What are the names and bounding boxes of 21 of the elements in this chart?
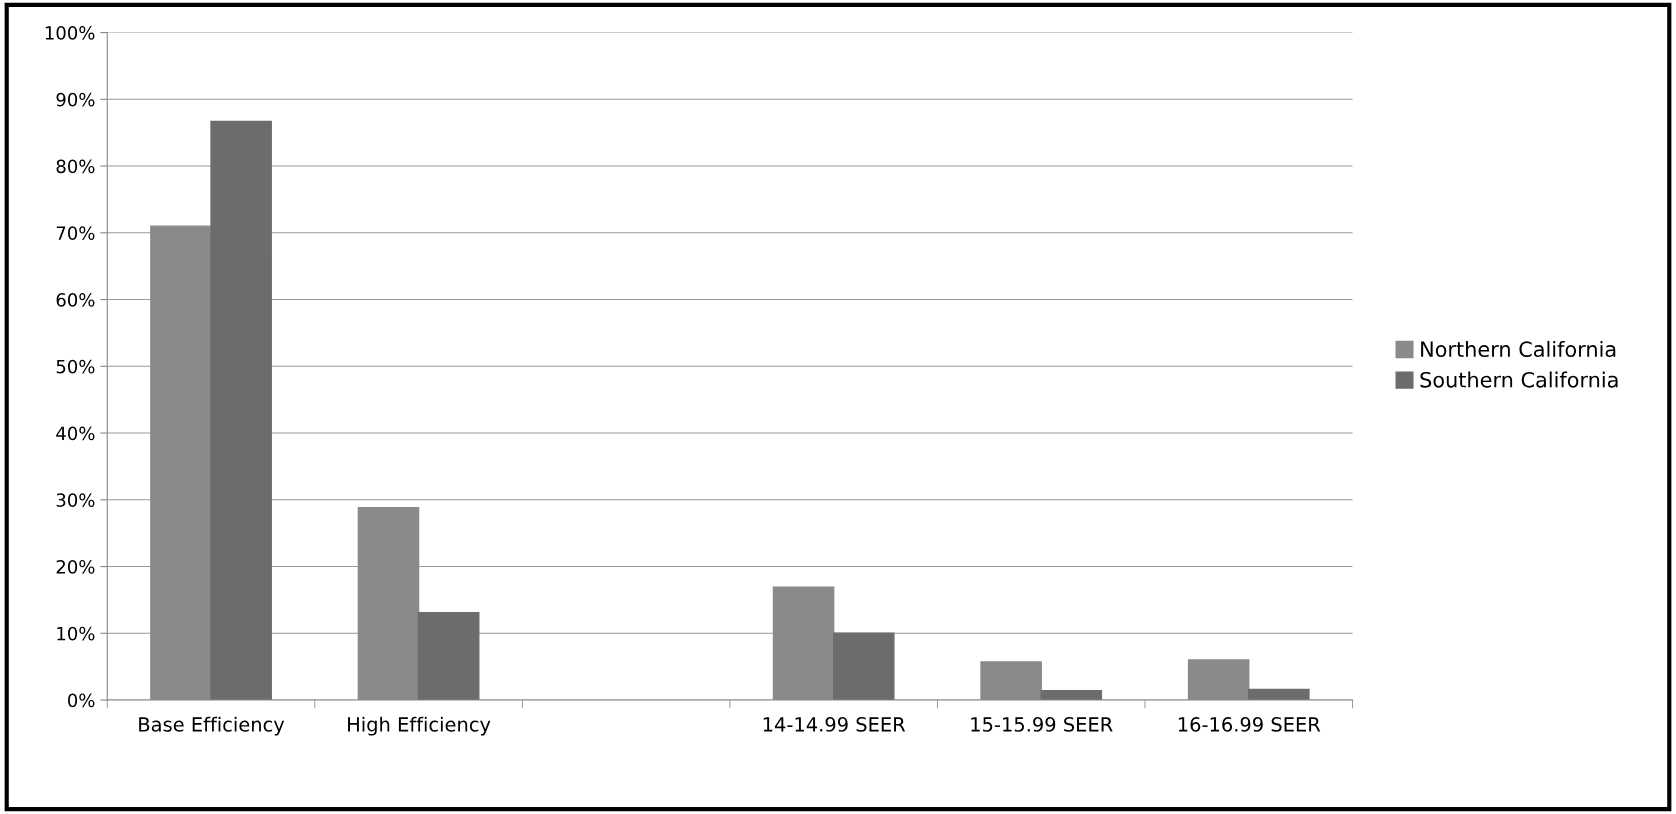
- bar: [417, 611, 480, 701]
- y-tick-label: 100%: [45, 26, 95, 40]
- y-tick-label: 40%: [56, 426, 95, 441]
- y-tick-label: 70%: [56, 226, 95, 240]
- y-tick-label: 0%: [68, 693, 95, 708]
- x-tick-label: Base Efficiency: [139, 716, 285, 736]
- y-tick-label: 10%: [57, 626, 95, 641]
- y-tick-label: 30%: [56, 493, 95, 507]
- y-tick-label: 20%: [56, 560, 95, 574]
- y-tick-label: 90%: [56, 92, 95, 107]
- bar: [832, 632, 895, 701]
- x-tick-label: 16-16.99 SEER: [1178, 717, 1321, 732]
- y-tick-label: 60%: [56, 293, 95, 307]
- y-tick-label: 50%: [56, 359, 95, 374]
- y-tick-label: 80%: [56, 159, 95, 174]
- x-tick-label: 14-14.99 SEER: [763, 717, 906, 732]
- x-tick-label: High Efficiency: [348, 716, 491, 736]
- bar: [210, 120, 272, 701]
- x-tick-label: 15-15.99 SEER: [971, 717, 1113, 732]
- legend-label: Southern California: [1420, 371, 1618, 388]
- legend-label: Northern California: [1421, 340, 1616, 358]
